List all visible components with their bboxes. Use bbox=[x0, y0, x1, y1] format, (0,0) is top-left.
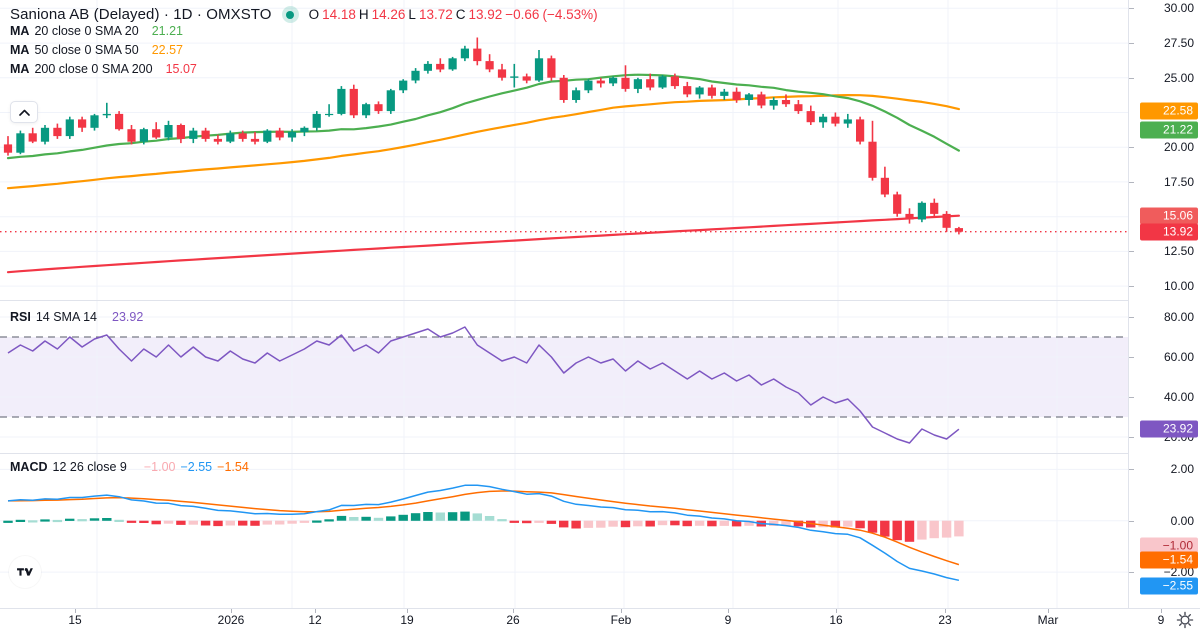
axis-tick bbox=[1129, 469, 1134, 471]
macd-axis-label: 0.00 bbox=[1170, 513, 1194, 528]
price-axis-label: 10.00 bbox=[1163, 279, 1194, 294]
time-axis-label: Feb bbox=[610, 613, 632, 627]
time-axis-tick bbox=[621, 609, 622, 613]
price-pane[interactable] bbox=[0, 0, 1128, 300]
time-scale[interactable]: 15 2026 12 19 26 Feb 9 16 23 Mar 9 bbox=[0, 608, 1200, 630]
time-axis-label: 26 bbox=[506, 613, 520, 627]
rsi-axis-label: 60.00 bbox=[1163, 350, 1194, 364]
time-axis-label: 12 bbox=[308, 613, 322, 627]
macd-pane[interactable] bbox=[0, 454, 1128, 608]
time-axis-tick bbox=[513, 609, 514, 613]
axis-tick bbox=[1129, 520, 1134, 522]
time-axis-label: 2026 bbox=[217, 613, 245, 627]
macd-axis-label: 2.00 bbox=[1170, 462, 1194, 477]
axis-tick bbox=[1129, 181, 1134, 183]
pane-divider-1 bbox=[0, 300, 1200, 301]
time-axis-label: 9 bbox=[1157, 613, 1165, 627]
time-axis-tick bbox=[231, 609, 232, 613]
rsi-axis-label: 80.00 bbox=[1163, 310, 1194, 324]
gear-icon bbox=[1176, 611, 1194, 629]
time-axis-tick bbox=[945, 609, 946, 613]
axis-tick bbox=[1129, 77, 1134, 79]
ma20-price-badge[interactable]: 21.22 bbox=[1140, 121, 1198, 139]
macd-signal-badge[interactable]: −1.54 bbox=[1140, 551, 1198, 569]
time-axis-tick bbox=[836, 609, 837, 613]
price-axis-label: 17.50 bbox=[1163, 174, 1194, 189]
price-scale[interactable]: 30.00 27.50 25.00 20.00 17.50 12.50 10.00 22.58… bbox=[1128, 0, 1200, 608]
time-axis-tick bbox=[1048, 609, 1049, 613]
axis-tick bbox=[1129, 357, 1134, 358]
chevron-up-icon bbox=[18, 109, 30, 116]
ma50-price-badge[interactable]: 22.58 bbox=[1140, 102, 1198, 120]
price-axis-label: 20.00 bbox=[1163, 140, 1194, 155]
macd-line-badge[interactable]: −2.55 bbox=[1140, 577, 1198, 595]
pane-divider-2 bbox=[0, 453, 1200, 454]
time-axis-label: 23 bbox=[938, 613, 952, 627]
time-axis-label: 16 bbox=[829, 613, 843, 627]
axis-tick bbox=[1129, 572, 1134, 574]
axis-tick bbox=[1129, 147, 1134, 149]
chart-settings-button[interactable] bbox=[1176, 611, 1194, 629]
time-axis-tick bbox=[75, 609, 76, 613]
tradingview-logo-icon bbox=[16, 567, 33, 576]
time-axis-label: 15 bbox=[68, 613, 82, 627]
axis-tick bbox=[1129, 397, 1134, 398]
price-axis-label: 30.00 bbox=[1163, 1, 1194, 16]
rsi-pane[interactable] bbox=[0, 301, 1128, 453]
axis-tick bbox=[1129, 43, 1134, 45]
axis-tick bbox=[1129, 286, 1134, 288]
axis-tick bbox=[1129, 251, 1134, 253]
price-chart-svg bbox=[0, 0, 1128, 300]
time-axis-tick bbox=[315, 609, 316, 613]
last-price-badge[interactable]: 13.92 bbox=[1140, 223, 1198, 241]
macd-chart-svg bbox=[0, 454, 1128, 608]
axis-tick bbox=[1129, 437, 1134, 438]
time-axis-tick bbox=[407, 609, 408, 613]
price-axis-label: 27.50 bbox=[1163, 36, 1194, 51]
time-axis-label: Mar bbox=[1037, 613, 1059, 627]
time-axis-tick bbox=[728, 609, 729, 613]
tradingview-logo[interactable] bbox=[9, 556, 41, 588]
rsi-value-badge[interactable]: 23.92 bbox=[1140, 420, 1198, 438]
axis-tick bbox=[1129, 8, 1134, 10]
price-axis-label: 12.50 bbox=[1163, 244, 1194, 259]
time-axis-label: 9 bbox=[724, 613, 732, 627]
time-axis-tick bbox=[1161, 609, 1162, 613]
rsi-chart-svg bbox=[0, 301, 1128, 453]
rsi-axis-label: 40.00 bbox=[1163, 390, 1194, 404]
axis-tick bbox=[1129, 317, 1134, 318]
macd-hist-badge[interactable]: −1.00 bbox=[1140, 537, 1198, 555]
ma200-price-badge[interactable]: 15.06 bbox=[1140, 207, 1198, 225]
price-axis-label: 25.00 bbox=[1163, 70, 1194, 85]
time-axis-label: 19 bbox=[400, 613, 414, 627]
collapse-pane-button[interactable] bbox=[10, 101, 38, 123]
